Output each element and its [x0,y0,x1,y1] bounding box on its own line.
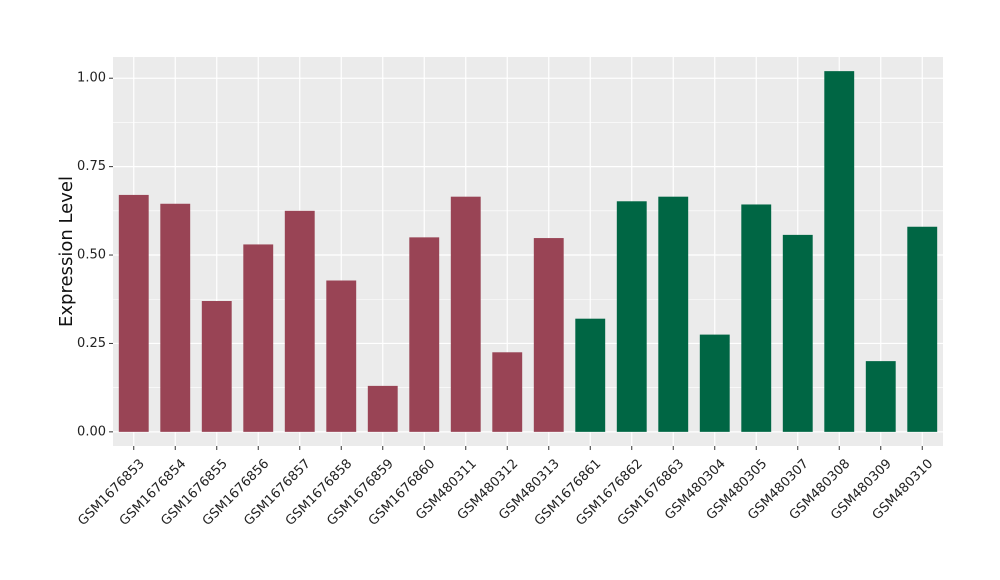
bar-GSM480305 [741,204,772,432]
bar-GSM1676853 [118,194,149,432]
x-axis: GSM1676853GSM1676854GSM1676855GSM1676856… [75,446,936,529]
bars [118,71,938,432]
bar-GSM1676863 [658,196,689,432]
bar-GSM1676861 [575,318,606,432]
bar-GSM480309 [865,361,896,432]
bar-GSM1676860 [409,237,440,432]
bar-GSM480311 [450,196,481,432]
bar-GSM480308 [824,71,855,432]
bar-GSM480307 [782,234,813,432]
y-tick-label: 0.75 [77,159,106,174]
bar-GSM1676858 [326,280,357,432]
bar-GSM1676857 [284,210,315,432]
y-axis-title: Expression Level [56,176,77,327]
y-tick-label: 0.25 [77,336,106,351]
y-tick-label: 0.50 [77,248,106,263]
bar-GSM480313 [533,238,564,432]
y-tick-label: 0.00 [77,424,106,439]
y-axis: 0.00 0.25 0.50 0.75 1.00 [77,71,113,439]
bar-GSM1676862 [616,201,647,432]
bar-GSM1676856 [243,244,274,432]
bar-GSM1676854 [160,203,191,432]
bar-GSM480304 [699,334,730,432]
y-tick-label: 1.00 [77,71,106,86]
bar-GSM1676855 [201,301,232,432]
bar-GSM480312 [492,352,523,432]
bar-GSM1676859 [367,385,398,432]
bar-GSM480310 [907,226,938,432]
